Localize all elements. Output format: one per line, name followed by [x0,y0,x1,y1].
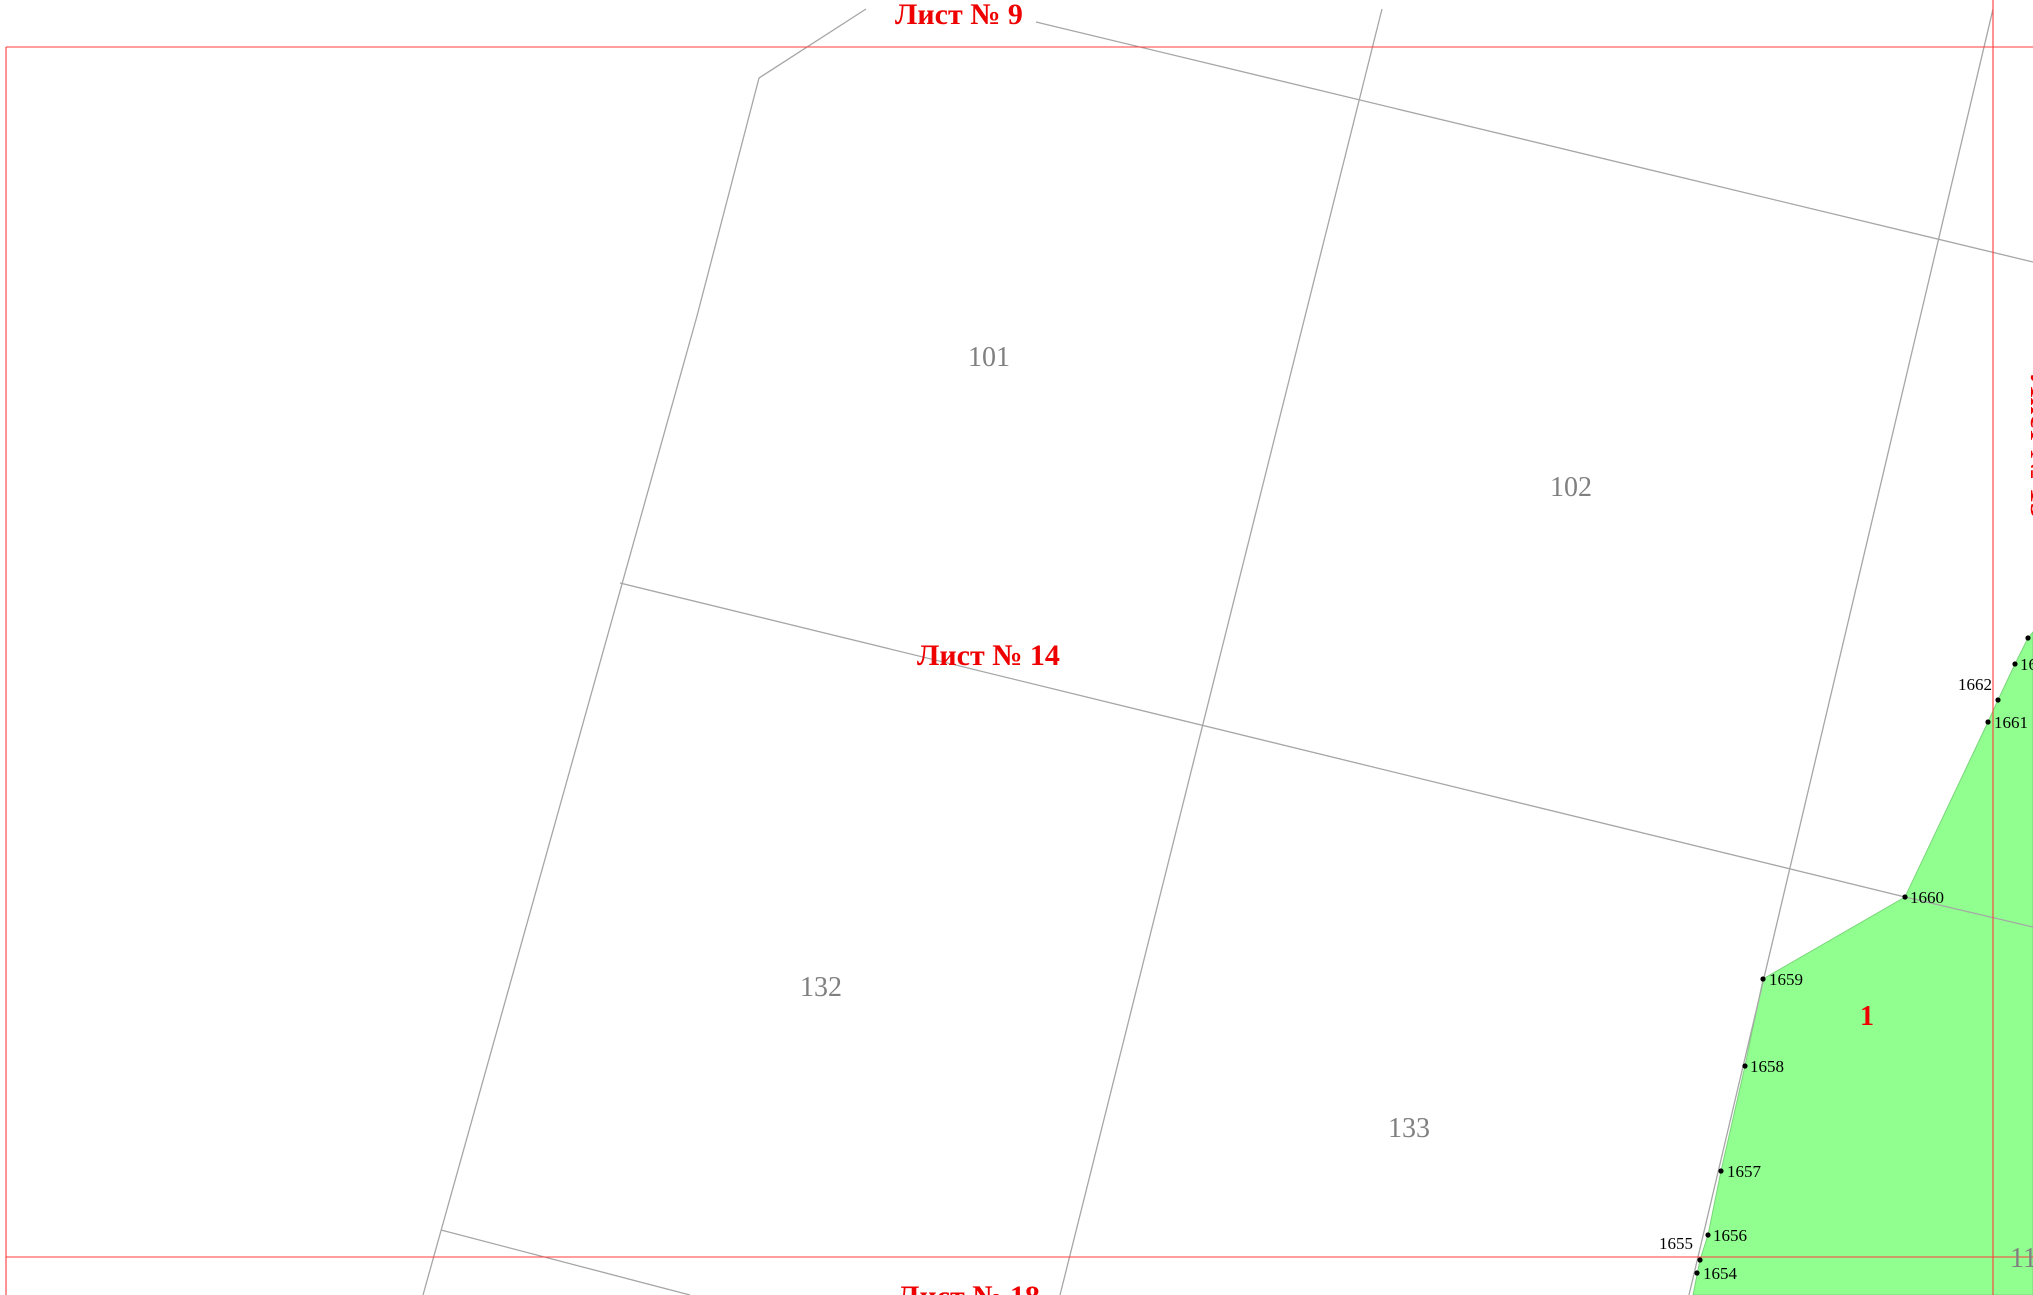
parcel-label-132: 132 [800,972,842,1003]
parcel-boundary-east [1688,8,1994,1295]
boundary-vertices [1694,635,2031,1276]
vertex-1664[interactable] [2025,635,2031,641]
sheet-label-top: Лист № 9 [895,0,1023,31]
vertex-1654[interactable] [1694,1270,1700,1276]
point-label-1659: 1659 [1769,970,1803,989]
parcel-boundary-central [619,582,2033,928]
zone-label-1: 1 [1860,1001,1874,1032]
parcel-boundary-middle [1059,8,1383,1295]
point-label-1655: 1655 [1659,1234,1693,1253]
point-label-1660: 1660 [1910,888,1944,907]
point-label-1657: 1657 [1727,1162,1762,1181]
vertex-1657[interactable] [1718,1168,1724,1174]
parcel-label-102: 102 [1550,472,1592,503]
point-label-1658: 1658 [1750,1057,1784,1076]
parcel-boundary-north [1035,21,2033,263]
sheet-frame [5,0,2033,1295]
parcel-boundary-west [422,8,867,1295]
point-label-1661: 1661 [1994,713,2028,732]
sheet-label-center: Лист № 14 [917,639,1060,672]
vertex-1656[interactable] [1705,1232,1711,1238]
point-label-1656: 1656 [1713,1226,1747,1245]
parcel-label-133: 133 [1388,1113,1430,1144]
vertex-1659[interactable] [1760,976,1766,982]
zone-1-area[interactable] [1692,631,2033,1295]
parcel-boundary-south [440,1229,691,1295]
point-label-1663: 16 [2020,655,2033,674]
vertex-1660[interactable] [1902,894,1908,900]
parcel-label-partial: 11 [2010,1243,2033,1274]
sheet-label-bottom: Лист № 18 [897,1280,1040,1295]
vertex-1658[interactable] [1742,1063,1748,1069]
vertex-1655[interactable] [1697,1257,1703,1263]
point-label-1662: 1662 [1958,675,1992,694]
parcel-label-101: 101 [968,342,1010,373]
point-label-1654: 1654 [1703,1264,1738,1283]
sheet-label-right: Лист № 15 [2024,375,2033,518]
vertex-1663[interactable] [2012,661,2018,667]
vertex-1662[interactable] [1995,697,2001,703]
vertex-1661[interactable] [1985,719,1991,725]
